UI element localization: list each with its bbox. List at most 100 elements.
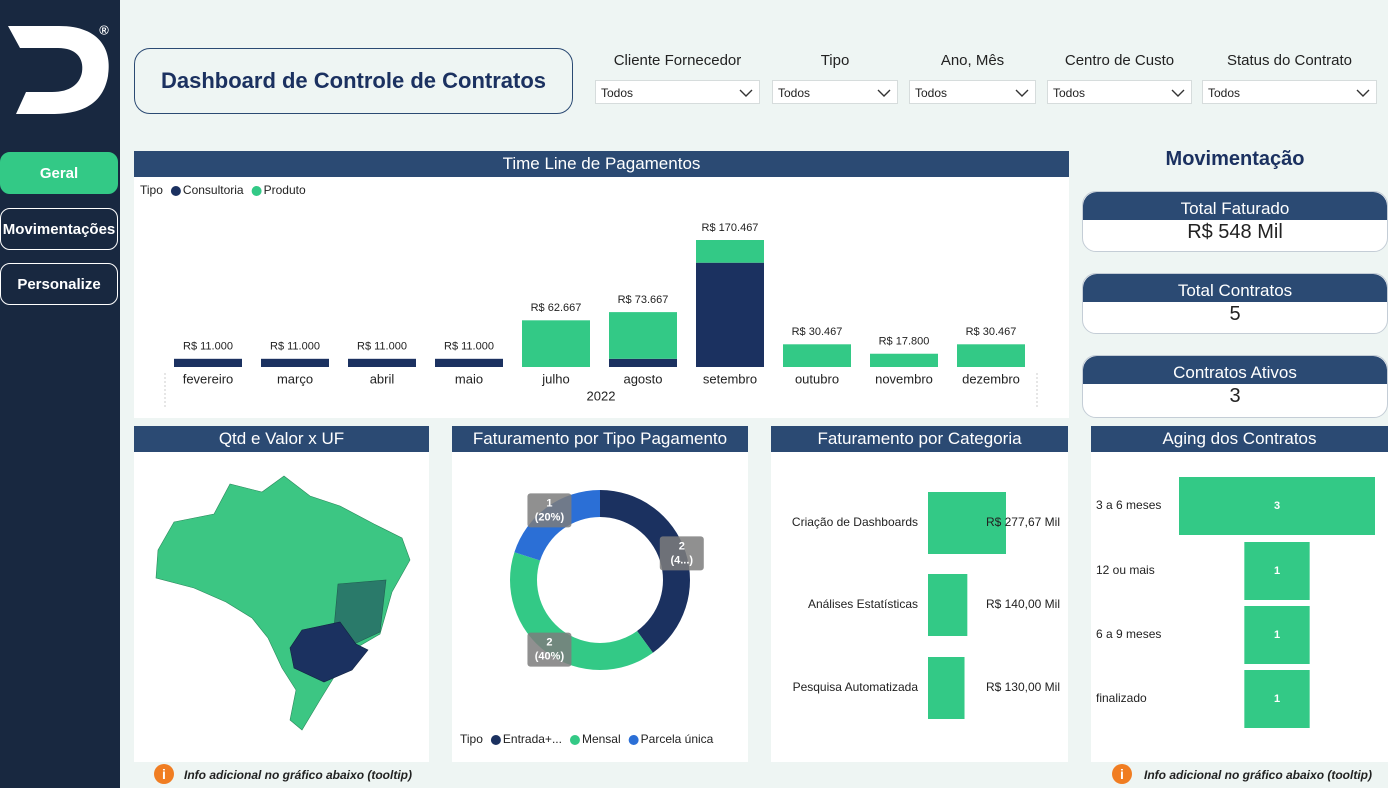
chart: 3 3 a 6 meses 1 12 ou mais 1 6 a 9 meses 1 fina… xyxy=(1096,477,1375,728)
category-label: Análises Estatísticas xyxy=(808,597,918,611)
kpi-card: Total Faturado R$ 548 Mil xyxy=(1082,191,1388,252)
sidebar: ® Geral Movimentações Personalize xyxy=(0,0,120,788)
chart xyxy=(155,475,411,731)
data-label: (40%) xyxy=(535,650,565,662)
total-label: R$ 11.000 xyxy=(357,341,407,353)
legend-label: Mensal xyxy=(582,732,621,746)
bar-segment xyxy=(957,344,1025,367)
chart-panel: Aging dos Contratos 3 3 a 6 meses 1 12 ou ma… xyxy=(1091,426,1388,762)
bar-segment xyxy=(435,358,503,367)
x-axis-label: 2022 xyxy=(587,388,616,403)
bar xyxy=(1244,670,1310,728)
category-label: 12 ou mais xyxy=(1096,563,1155,577)
legend-label: Parcela única xyxy=(641,732,714,746)
logo-shape xyxy=(8,26,109,114)
bar xyxy=(1244,542,1310,600)
data-label: 1 xyxy=(1274,565,1280,577)
chevron-path xyxy=(739,89,753,97)
kpi-card: Total Contratos 5 xyxy=(1082,273,1388,334)
category-label: 6 a 9 meses xyxy=(1096,627,1161,641)
filter-dropdown[interactable]: Todos xyxy=(1202,80,1377,104)
map-region xyxy=(333,579,387,645)
data-label: 1 xyxy=(546,497,552,509)
chart-title: Time Line de Pagamentos xyxy=(134,151,1069,177)
map-region xyxy=(289,621,369,683)
chevron-path xyxy=(1356,89,1370,97)
data-label: 2 xyxy=(546,636,552,648)
kpi-value: 3 xyxy=(1229,385,1241,407)
bar-segment xyxy=(174,358,242,367)
nav-button[interactable]: Movimentações xyxy=(0,208,118,250)
data-label: (20%) xyxy=(535,511,565,523)
x-tick-label: novembro xyxy=(875,371,933,386)
nav-button[interactable]: Personalize xyxy=(0,263,118,305)
chevron xyxy=(739,89,753,97)
category-label: finalizado xyxy=(1096,691,1147,705)
chart: Tipo Consultoria Produto R$ 11.000 fevereiro… xyxy=(140,183,1038,409)
bar-segment xyxy=(609,312,677,359)
total-label: R$ 17.800 xyxy=(879,336,930,348)
kpi-card: Contratos Ativos 3 xyxy=(1082,355,1388,418)
total-label: R$ 11.000 xyxy=(444,341,494,353)
bar-segment xyxy=(261,358,329,367)
category-label: Pesquisa Automatizada xyxy=(793,680,919,694)
chevron-path xyxy=(1171,89,1185,97)
legend-label: Entrada+... xyxy=(503,732,562,746)
map-region xyxy=(155,475,411,731)
kpi-value: R$ 548 Mil xyxy=(1187,221,1283,243)
info-note: Info adicional no gráfico abaixo (toolti… xyxy=(1144,768,1372,782)
category-label: Criação de Dashboards xyxy=(792,515,918,529)
chart-panel: Faturamento por Tipo Pagamento 2 (4...) 2 (4… xyxy=(452,426,748,762)
legend-title: Tipo xyxy=(460,732,483,746)
logo: ® xyxy=(8,22,109,114)
total-label: R$ 30.467 xyxy=(966,326,1017,338)
data-label: R$ 277,67 Mil xyxy=(986,515,1060,529)
page-title: Dashboard de Controle de Contratos xyxy=(134,48,573,114)
chart-title: Qtd e Valor x UF xyxy=(134,426,429,452)
nav-button[interactable]: Geral xyxy=(0,152,118,194)
total-label: R$ 170.467 xyxy=(702,222,759,234)
bar-segment xyxy=(783,344,851,367)
data-label: R$ 140,00 Mil xyxy=(986,597,1060,611)
chart: 2 (4...) 2 (40%) 1 (20%) Tipo Entrada+... Mensal… xyxy=(460,490,714,746)
x-tick-label: outubro xyxy=(795,371,839,386)
total-label: R$ 30.467 xyxy=(792,326,843,338)
data-label: 3 xyxy=(1274,500,1280,512)
info-icon: i xyxy=(154,764,174,784)
chart-panel: Faturamento por Categoria Criação de Dash… xyxy=(771,426,1068,762)
data-label: (4...) xyxy=(670,554,693,566)
filter-dropdown[interactable]: Todos xyxy=(772,80,898,104)
category-label: 3 a 6 meses xyxy=(1096,498,1161,512)
data-label: 2 xyxy=(679,540,685,552)
donut-slice xyxy=(600,490,690,653)
bar xyxy=(1244,606,1310,664)
total-label: R$ 11.000 xyxy=(270,341,320,353)
kpi-value: 5 xyxy=(1229,303,1241,325)
chart-title: Aging dos Contratos xyxy=(1091,426,1388,452)
bar-segment xyxy=(522,320,590,367)
info-note: Info adicional no gráfico abaixo (toolti… xyxy=(184,768,412,782)
legend-marker xyxy=(628,735,639,745)
x-tick-label: julho xyxy=(541,371,569,386)
total-label: R$ 11.000 xyxy=(183,341,233,353)
chevron-path xyxy=(877,89,891,97)
x-tick-label: setembro xyxy=(703,371,757,386)
legend-label: Produto xyxy=(264,183,306,197)
filter-dropdown[interactable]: Todos xyxy=(1047,80,1192,104)
filter-label: Ano, Mês xyxy=(940,52,1005,69)
filter-dropdown[interactable]: Todos xyxy=(909,80,1036,104)
label-box xyxy=(659,536,704,571)
label-box xyxy=(527,493,572,528)
info-icon: i xyxy=(1112,764,1132,784)
filter-dropdown[interactable]: Todos xyxy=(595,80,760,104)
bar-segment xyxy=(870,353,938,367)
total-label: R$ 73.667 xyxy=(618,294,669,306)
chevron-path xyxy=(1015,89,1029,97)
x-tick-label: fevereiro xyxy=(183,371,234,386)
chart: Criação de Dashboards R$ 277,67 Mil Anális… xyxy=(792,492,1060,719)
chevron xyxy=(1015,89,1029,97)
x-tick-label: agosto xyxy=(623,371,662,386)
summary-title: Movimentação xyxy=(1165,148,1305,170)
bar xyxy=(1179,477,1375,535)
